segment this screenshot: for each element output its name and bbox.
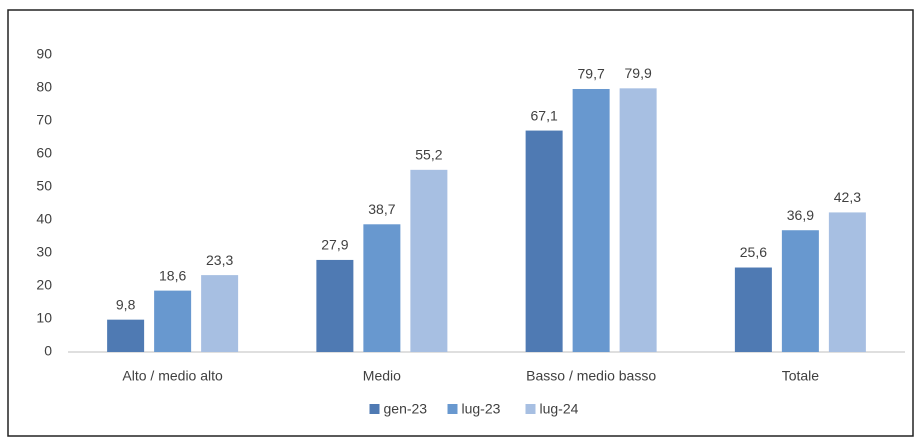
bar [619,88,657,352]
bar [572,88,610,353]
y-tick-label: 20 [36,277,52,293]
legend-label: lug-24 [540,401,579,417]
y-tick-label: 60 [36,145,52,161]
y-tick-label: 90 [36,46,52,62]
y-tick-label: 80 [36,79,52,95]
bar [525,130,563,352]
legend-label: gen-23 [384,401,428,417]
y-tick-label: 0 [44,343,52,359]
y-tick-label: 30 [36,244,52,260]
legend-swatch [525,404,536,414]
data-label: 27,9 [321,237,348,253]
bar [781,230,819,352]
data-label: 36,9 [787,207,814,223]
data-label: 55,2 [415,147,442,163]
bar [828,212,866,352]
chart-frame [7,9,914,437]
data-label: 38,7 [368,201,395,217]
y-tick-label: 70 [36,112,52,128]
legend-swatch [369,404,380,414]
legend-label: lug-23 [462,401,501,417]
bar [107,319,145,352]
data-label: 42,3 [834,189,861,205]
bar [410,169,448,352]
data-label: 79,7 [578,66,605,82]
x-tick-label: Alto / medio alto [122,368,223,384]
bar [363,224,401,352]
x-tick-label: Totale [782,368,820,384]
bar [201,275,239,352]
data-label: 67,1 [531,107,558,123]
bar [154,290,192,352]
legend-swatch [447,404,458,414]
bar [316,259,354,352]
y-tick-label: 10 [36,310,52,326]
y-tick-label: 40 [36,211,52,227]
data-label: 23,3 [206,252,233,268]
data-label: 18,6 [159,267,186,283]
x-tick-label: Basso / medio basso [526,368,656,384]
data-label: 79,9 [625,65,652,81]
data-label: 25,6 [740,244,767,260]
y-tick-label: 50 [36,178,52,194]
x-tick-label: Medio [363,368,401,384]
bar [734,267,772,352]
data-label: 9,8 [116,296,136,312]
